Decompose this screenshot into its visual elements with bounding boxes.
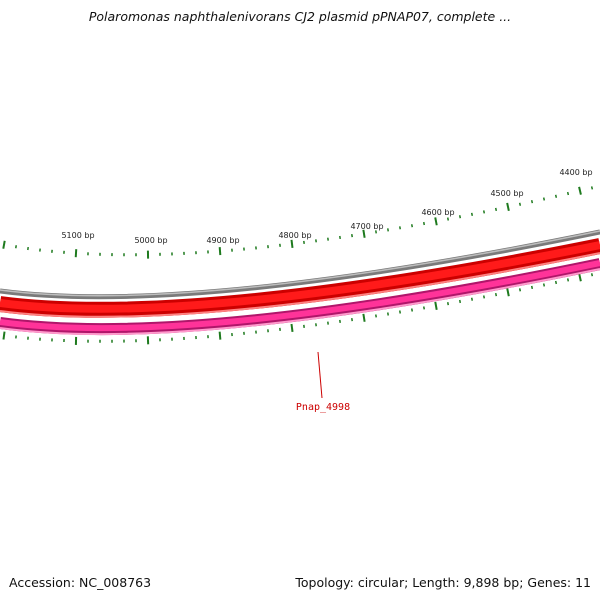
reverse-strand-track-core	[0, 260, 600, 332]
gene-label-leader	[317, 351, 323, 399]
inner-tick	[494, 293, 498, 297]
backbone-track	[0, 229, 600, 300]
outer-tick	[554, 194, 558, 198]
inner-tick	[578, 273, 582, 282]
inner-tick	[506, 288, 510, 297]
tick-label-4600-bp: 4600 bp	[421, 208, 454, 217]
tick-label-4800-bp: 4800 bp	[278, 231, 311, 240]
outer-tick	[482, 210, 486, 214]
outer-tick	[458, 215, 462, 219]
inner-tick	[554, 280, 558, 285]
map-title: Polaromonas naphthalenivorans CJ2 plasmi…	[88, 9, 512, 24]
forward-strand-track-core	[0, 241, 600, 313]
tick-label-4400-bp: 4400 bp	[559, 168, 592, 177]
outer-tick	[590, 186, 594, 190]
outer-tick-ring	[2, 186, 594, 259]
outer-tick	[494, 207, 498, 212]
outer-tick	[399, 226, 401, 230]
outer-tick	[410, 224, 414, 228]
tick-labels: 5100 bp 5000 bp 4900 bp 4800 bp 4700 bp 4600 …	[61, 168, 592, 245]
outer-tick	[542, 197, 546, 201]
backbone-track-highlight	[0, 230, 600, 297]
outer-tick	[578, 186, 582, 195]
outer-tick	[362, 229, 366, 238]
inner-tick	[566, 278, 570, 282]
outer-tick	[566, 191, 570, 196]
inner-tick	[482, 295, 486, 299]
genome-summary-text: Topology: circular; Length: 9,898 bp; Ge…	[295, 575, 591, 590]
tick-label-5100-bp: 5100 bp	[61, 231, 94, 240]
outer-tick	[2, 240, 6, 249]
accession-text: Accession: NC_008763	[9, 575, 152, 590]
inner-tick	[362, 313, 366, 322]
outer-tick	[518, 202, 522, 206]
reverse-strand-track-edge	[0, 268, 600, 336]
inner-tick	[423, 306, 425, 310]
tick-label-4900-bp: 4900 bp	[206, 236, 239, 245]
inner-tick	[446, 302, 450, 306]
forward-strand-track-edge	[0, 252, 600, 318]
inner-tick	[590, 273, 594, 277]
inner-tick-ring	[2, 273, 594, 345]
outer-tick	[446, 217, 450, 221]
inner-tick	[2, 331, 6, 340]
inner-tick	[218, 331, 222, 340]
outer-tick	[530, 200, 534, 204]
inner-tick	[470, 297, 474, 301]
inner-tick	[458, 299, 462, 304]
inner-tick	[518, 288, 522, 292]
outer-tick	[506, 202, 510, 211]
gene-label-pnap-4998[interactable]: Pnap_4998	[296, 402, 350, 413]
tick-label-5000-bp: 5000 bp	[134, 236, 167, 245]
inner-tick	[434, 301, 438, 310]
outer-tick	[422, 221, 426, 226]
inner-tick	[542, 283, 546, 287]
outer-tick	[218, 247, 222, 256]
inner-tick	[411, 308, 413, 312]
tick-label-4500-bp: 4500 bp	[490, 189, 523, 198]
inner-tick	[530, 285, 534, 290]
tick-label-4700-bp: 4700 bp	[350, 222, 383, 231]
outer-tick	[290, 239, 294, 248]
outer-tick	[434, 217, 438, 226]
outer-tick	[470, 212, 474, 216]
inner-tick	[290, 323, 294, 333]
